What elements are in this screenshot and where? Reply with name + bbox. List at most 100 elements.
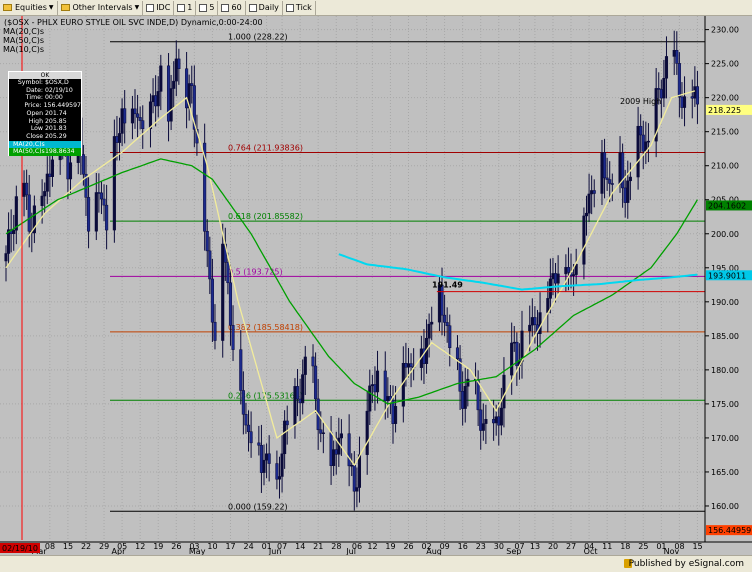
candle-body <box>695 86 699 105</box>
legend-ma10: MA(10,C)s <box>3 45 44 54</box>
candle-body <box>319 429 323 434</box>
candle-body <box>226 262 230 284</box>
price-tag-label: 204.1602 <box>708 201 746 210</box>
cursor-data-window[interactable]: OK Symbol: $OSX,D Date: 02/19/10 Time: 00:0… <box>8 71 82 157</box>
x-day-label: 10 <box>207 542 217 551</box>
candle-body <box>190 83 194 86</box>
candle-body <box>461 391 465 409</box>
candle-body <box>203 142 207 232</box>
data-row-time: Time: 00:00 <box>25 94 63 102</box>
chevron-down-icon: ▼ <box>48 4 54 11</box>
y-tick-label: 205.00 <box>711 196 739 205</box>
candle-body <box>50 159 54 177</box>
candle-body <box>314 365 318 400</box>
toolbar-interval-5-label: 5 <box>209 3 215 12</box>
candle-body <box>510 342 514 376</box>
candle-body <box>112 136 116 231</box>
candle-body <box>502 374 506 409</box>
candle-body <box>682 96 687 108</box>
candle-body <box>332 449 336 466</box>
candle-body <box>422 348 426 364</box>
candle-body <box>590 190 594 195</box>
x-day-label: 25 <box>638 542 648 551</box>
checkbox-icon <box>177 3 186 12</box>
x-day-label: 13 <box>530 542 540 551</box>
y-tick-label: 215.00 <box>711 128 739 137</box>
candle-body <box>639 125 643 136</box>
candle-body <box>492 419 496 424</box>
candle-body <box>257 442 261 446</box>
candle-body <box>551 273 555 280</box>
x-day-label: 16 <box>458 542 468 551</box>
candle-body <box>303 356 307 375</box>
candle-body <box>4 253 8 262</box>
x-day-label: 18 <box>620 542 630 551</box>
toolbar-interval-1[interactable]: 1 <box>174 0 197 15</box>
candle-body <box>664 56 669 79</box>
candle-body <box>515 341 519 367</box>
fib-label: 0.764 (211.93836) <box>228 144 303 153</box>
price-tag-label: 193.9011 <box>708 271 746 280</box>
candle-body <box>409 363 413 368</box>
candle-body <box>293 386 297 426</box>
candle-body <box>97 192 101 194</box>
x-month-label: Jun <box>268 547 282 555</box>
x-month-label: Apr <box>112 547 127 555</box>
candle-body <box>458 358 462 392</box>
candle-body <box>262 459 266 473</box>
x-day-label: 21 <box>313 542 323 551</box>
candle-body <box>654 88 658 142</box>
toolbar-idc[interactable]: IDC <box>143 0 175 15</box>
candle-body <box>520 330 524 362</box>
candle-body <box>512 341 516 344</box>
candle-body <box>136 113 140 118</box>
candle-body <box>213 321 217 341</box>
toolbar-interval-5[interactable]: 5 <box>196 0 219 15</box>
x-day-label: 14 <box>295 542 305 551</box>
x-day-label: 15 <box>63 542 73 551</box>
x-day-label: 20 <box>548 542 558 551</box>
toolbar-equities[interactable]: Equities ▼ <box>0 0 58 15</box>
candle-body <box>662 78 666 99</box>
candle-body <box>623 187 627 203</box>
candle-body <box>621 152 625 189</box>
toolbar-interval-60[interactable]: 60 <box>218 0 246 15</box>
candle-body <box>154 95 158 107</box>
candle-body <box>117 133 122 143</box>
annotations: 2009 High 191.49 <box>432 97 705 293</box>
candle-body <box>455 347 460 359</box>
candle-body <box>156 91 160 107</box>
candle-body <box>169 88 173 122</box>
candle-body <box>603 152 607 179</box>
data-row-price: Price: 156.449597 <box>24 102 81 110</box>
x-month-label: Nov <box>664 547 680 555</box>
candle-body <box>259 445 263 473</box>
x-day-label: 26 <box>403 542 413 551</box>
candle-body <box>680 96 684 108</box>
toolbar-daily[interactable]: Daily <box>246 0 283 15</box>
candle-body <box>693 86 697 99</box>
candle-body <box>159 65 163 92</box>
toolbar-interval-60-label: 60 <box>231 3 242 12</box>
x-day-label: 06 <box>352 542 362 551</box>
candle-body <box>383 370 387 402</box>
candle-body <box>636 125 640 178</box>
candle-body <box>40 195 44 207</box>
candle-body <box>32 205 36 234</box>
candle-body <box>280 453 284 477</box>
candle-body <box>148 101 153 130</box>
candle-body <box>94 192 98 232</box>
fib-label: 0.5 (193.725) <box>228 267 283 276</box>
data-window-header[interactable]: OK <box>9 72 81 79</box>
candle-body <box>151 95 155 103</box>
x-day-label: 05 <box>117 542 127 551</box>
toolbar-other-intervals[interactable]: Other Intervals ▼ <box>58 0 144 15</box>
checkbox-icon <box>248 3 257 12</box>
candle-body <box>406 363 411 368</box>
candle-body <box>556 273 560 284</box>
price-chart[interactable]: 1.000 (228.22) 0.764 (211.93836) 0.618 (20… <box>0 0 752 555</box>
candle-body <box>241 390 245 415</box>
toolbar-tick[interactable]: Tick <box>283 0 316 15</box>
candle-body <box>228 282 233 326</box>
candle-body <box>246 424 251 432</box>
